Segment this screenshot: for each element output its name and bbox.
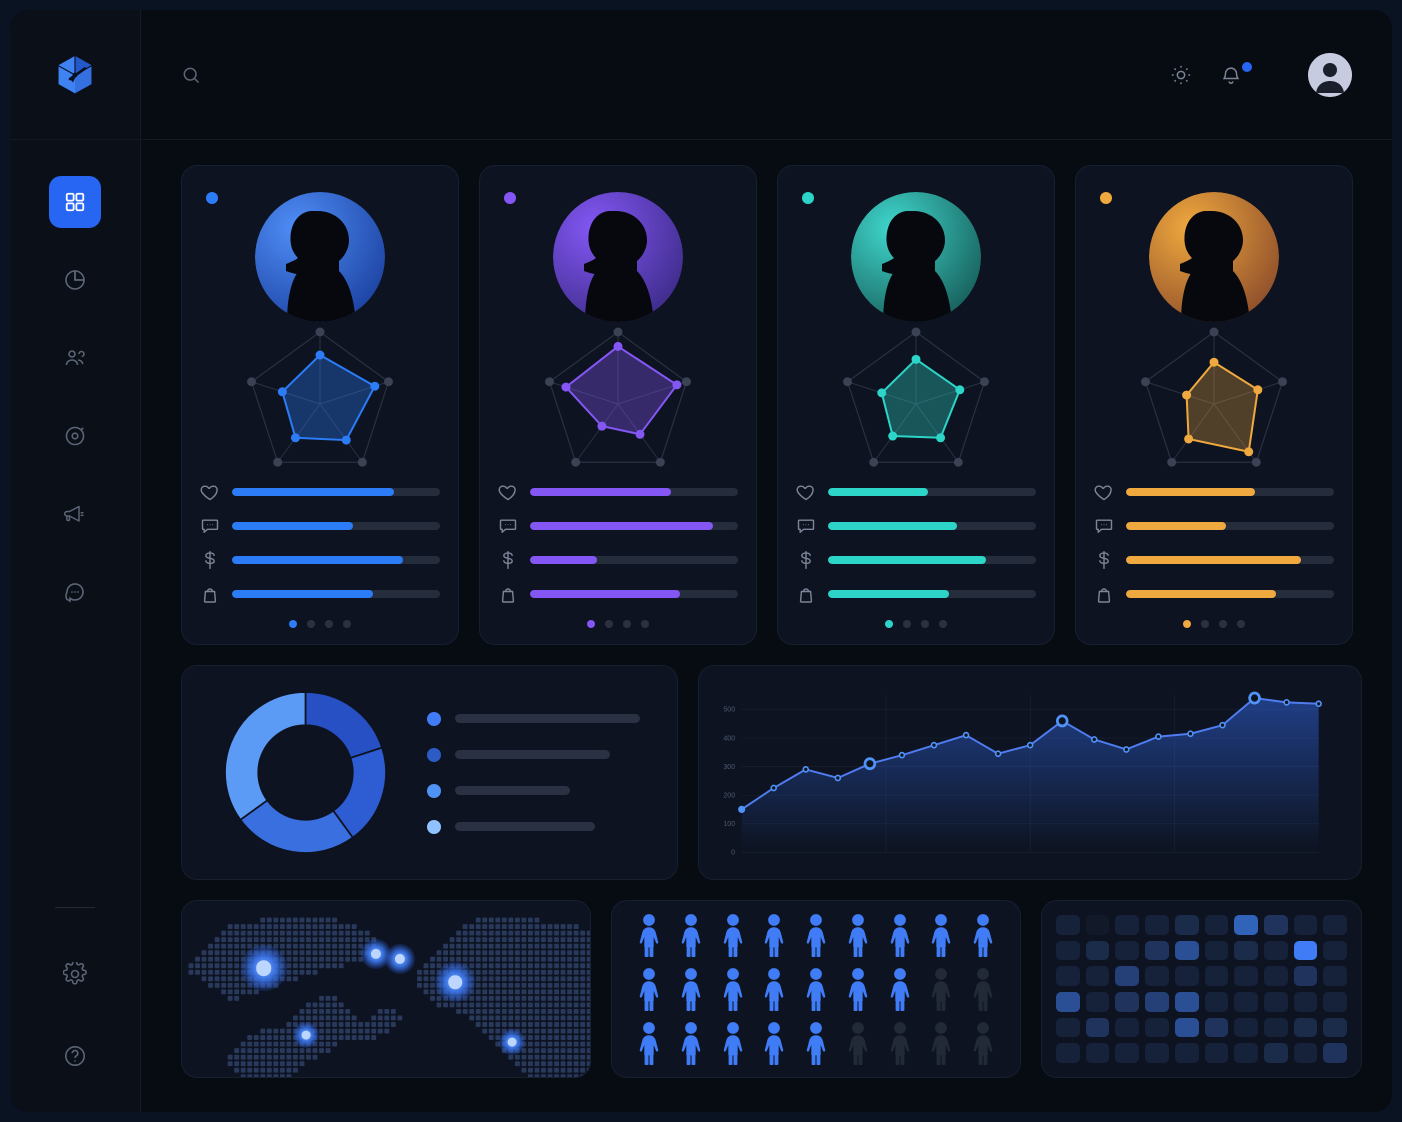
- svg-text:300: 300: [723, 763, 735, 771]
- svg-text:500: 500: [723, 706, 735, 714]
- svg-text:400: 400: [723, 734, 735, 742]
- svg-text:0: 0: [731, 848, 735, 856]
- svg-text:200: 200: [723, 791, 735, 799]
- svg-text:100: 100: [723, 820, 735, 828]
